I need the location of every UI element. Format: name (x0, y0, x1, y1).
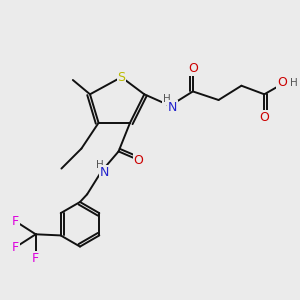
Text: F: F (32, 252, 39, 265)
Text: N: N (168, 100, 177, 114)
Text: N: N (100, 167, 109, 179)
Text: O: O (259, 111, 269, 124)
Text: O: O (277, 76, 287, 89)
Text: F: F (12, 241, 19, 254)
Text: S: S (117, 70, 125, 84)
Text: F: F (12, 215, 19, 228)
Text: H: H (290, 78, 297, 88)
Text: H: H (96, 160, 104, 170)
Text: O: O (188, 62, 198, 75)
Text: H: H (163, 94, 170, 104)
Text: O: O (134, 154, 143, 166)
